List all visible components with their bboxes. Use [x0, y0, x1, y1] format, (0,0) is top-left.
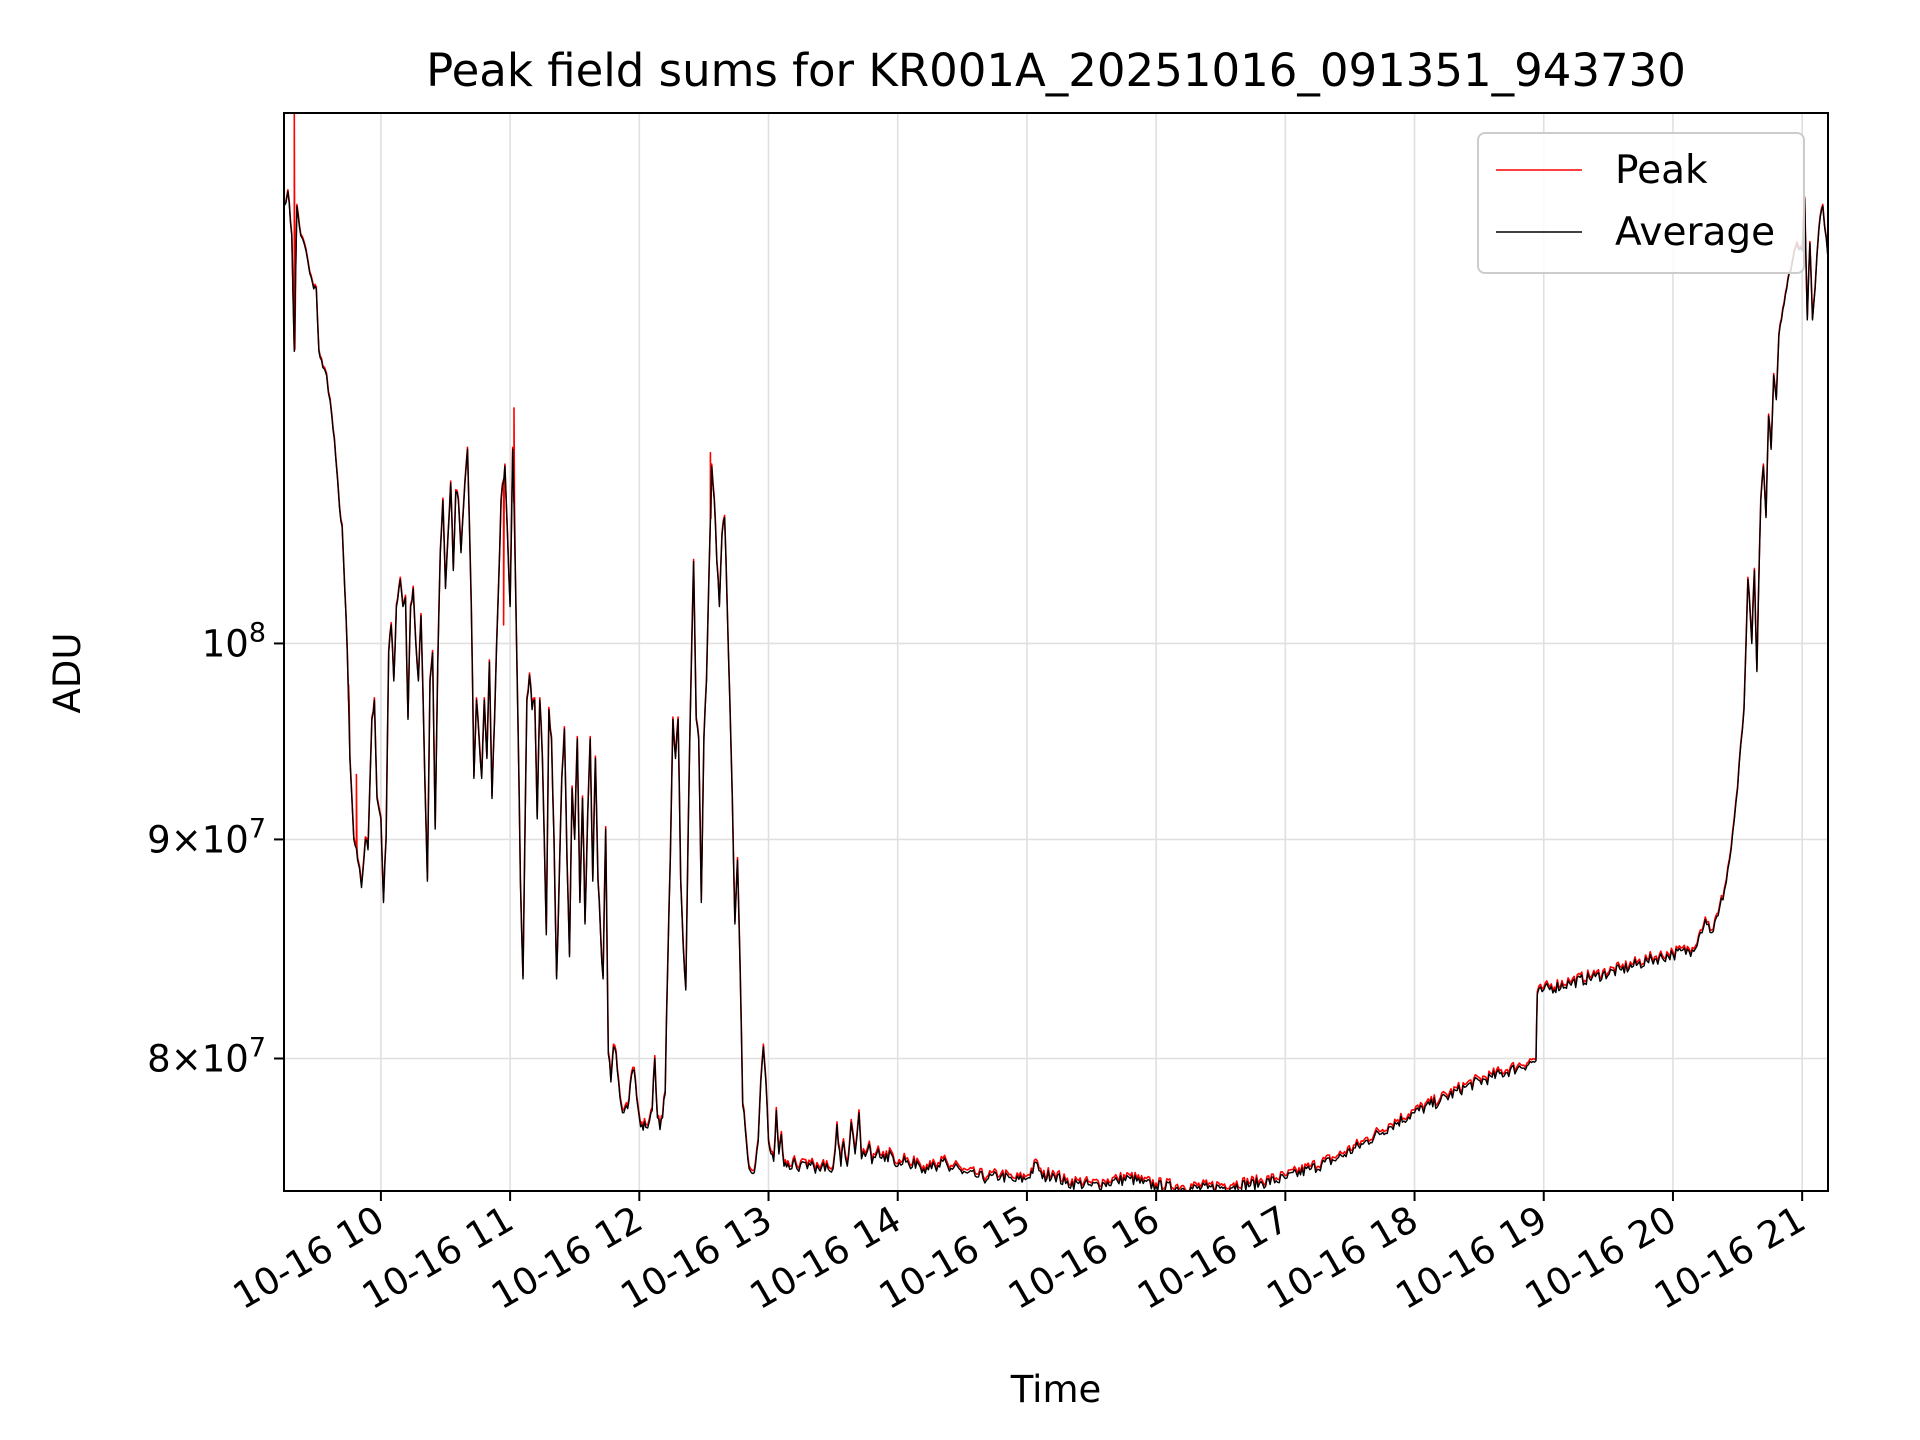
legend-box — [1477, 132, 1805, 274]
y-tick-label: 9×107 — [147, 813, 266, 861]
y-tick-label: 8×107 — [147, 1033, 266, 1081]
y-axis-ticks: 108 9×107 8×107 — [147, 617, 284, 1081]
legend-label-peak: Peak — [1615, 148, 1708, 193]
series-line-average — [283, 190, 1829, 1192]
x-axis-title: Time — [1010, 1368, 1102, 1411]
plot-frame — [283, 112, 1829, 1192]
series-group — [283, 112, 1829, 1192]
y-tick-label: 108 — [202, 617, 266, 665]
legend-label-average: Average — [1615, 210, 1775, 255]
chart-title: Peak field sums for KR001A_20251016_0913… — [426, 44, 1686, 97]
grid — [284, 113, 1828, 1191]
legend: Peak Average — [1477, 132, 1805, 274]
y-axis-title: ADU — [46, 633, 89, 714]
